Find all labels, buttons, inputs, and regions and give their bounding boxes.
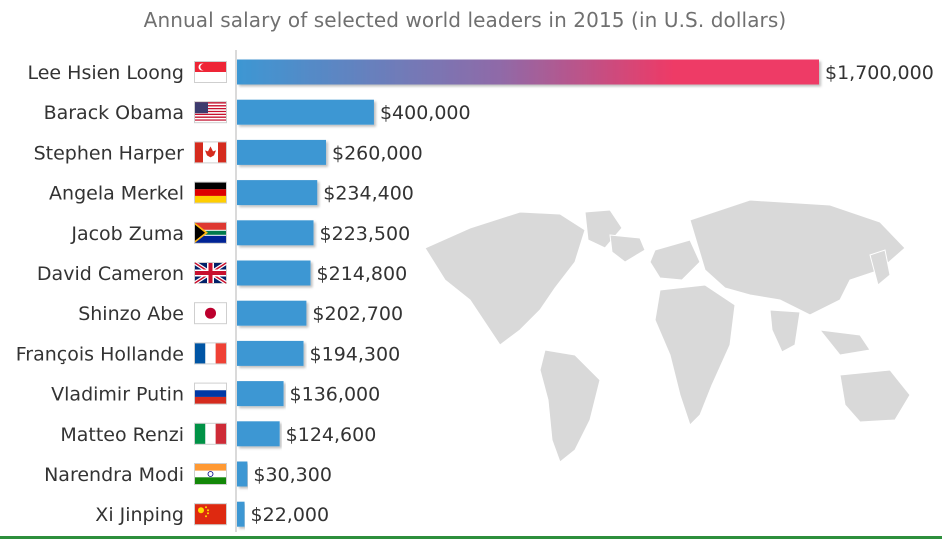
bar xyxy=(237,501,245,527)
category-label: Vladimir Putin xyxy=(51,384,184,406)
category-label: Shinzo Abe xyxy=(78,303,184,325)
value-label: $124,600 xyxy=(286,424,377,446)
bar xyxy=(237,59,819,85)
uk-flag xyxy=(193,261,228,285)
map-landmass xyxy=(654,284,736,426)
bar xyxy=(237,260,311,286)
category-label: Lee Hsien Loong xyxy=(27,62,184,84)
map-landmass xyxy=(539,349,601,463)
bar-row: Shinzo Abe $202,700 xyxy=(78,300,403,326)
japan-flag xyxy=(194,302,227,325)
bar xyxy=(237,180,318,206)
south-africa-flag xyxy=(194,221,227,244)
category-label: Barack Obama xyxy=(44,102,184,124)
bar-row: Narendra Modi $30,300 xyxy=(44,461,332,487)
map-landmass xyxy=(869,249,891,286)
value-label: $22,000 xyxy=(251,504,330,526)
bar-row: Barack Obama $400,000 xyxy=(44,99,471,125)
category-label: David Cameron xyxy=(37,263,184,285)
bar-row: Stephen Harper $260,000 xyxy=(34,139,423,165)
value-label: $223,500 xyxy=(320,223,411,245)
bar-row: Lee Hsien Loong $1,700,000 xyxy=(27,59,934,85)
map-landmass xyxy=(818,329,871,356)
bar xyxy=(237,421,280,447)
map-landmass xyxy=(649,239,701,281)
map-landmass xyxy=(424,211,586,346)
category-label: Xi Jinping xyxy=(95,504,184,526)
bar-row: Angela Merkel $234,400 xyxy=(49,180,414,206)
value-label: $194,300 xyxy=(310,343,401,365)
bar xyxy=(237,461,248,487)
map-landmass xyxy=(689,199,906,316)
usa-flag xyxy=(194,101,227,124)
italy-flag xyxy=(194,422,227,445)
category-label: Jacob Zuma xyxy=(70,223,184,245)
value-label: $400,000 xyxy=(380,102,471,124)
bar-row: Vladimir Putin $136,000 xyxy=(51,381,381,407)
bar xyxy=(237,139,327,165)
france-flag xyxy=(194,342,227,365)
bar xyxy=(237,300,307,326)
value-label: $214,800 xyxy=(317,263,408,285)
value-label: $234,400 xyxy=(323,183,414,205)
map-landmass xyxy=(769,309,801,353)
category-label: Narendra Modi xyxy=(44,464,184,486)
world-map-background xyxy=(424,199,911,463)
india-flag xyxy=(194,463,227,485)
bar-row: Xi Jinping $22,000 xyxy=(95,501,330,527)
bar xyxy=(237,381,284,407)
bar xyxy=(237,99,374,125)
category-label: Stephen Harper xyxy=(34,142,185,164)
russia-flag xyxy=(194,382,227,405)
canada-flag xyxy=(194,141,227,164)
singapore-flag xyxy=(194,61,227,83)
bottom-rule xyxy=(0,536,942,539)
value-label: $136,000 xyxy=(290,384,381,406)
chart-title: Annual salary of selected world leaders … xyxy=(143,8,787,32)
bar xyxy=(237,220,314,246)
map-landmass xyxy=(609,234,646,263)
china-flag xyxy=(194,503,227,526)
bar-row: Matteo Renzi $124,600 xyxy=(60,421,377,447)
bar-row: David Cameron $214,800 xyxy=(37,260,408,286)
value-label: $1,700,000 xyxy=(825,62,934,84)
category-label: François Hollande xyxy=(16,343,184,365)
category-label: Matteo Renzi xyxy=(60,424,184,446)
category-label: Angela Merkel xyxy=(49,183,184,205)
bar-row: Jacob Zuma $223,500 xyxy=(70,220,411,246)
value-label: $260,000 xyxy=(332,142,423,164)
value-label: $202,700 xyxy=(312,303,403,325)
bar xyxy=(237,340,304,366)
value-label: $30,300 xyxy=(253,464,332,486)
germany-flag xyxy=(194,181,227,204)
bar-row: François Hollande $194,300 xyxy=(16,340,401,366)
map-landmass xyxy=(839,369,911,423)
